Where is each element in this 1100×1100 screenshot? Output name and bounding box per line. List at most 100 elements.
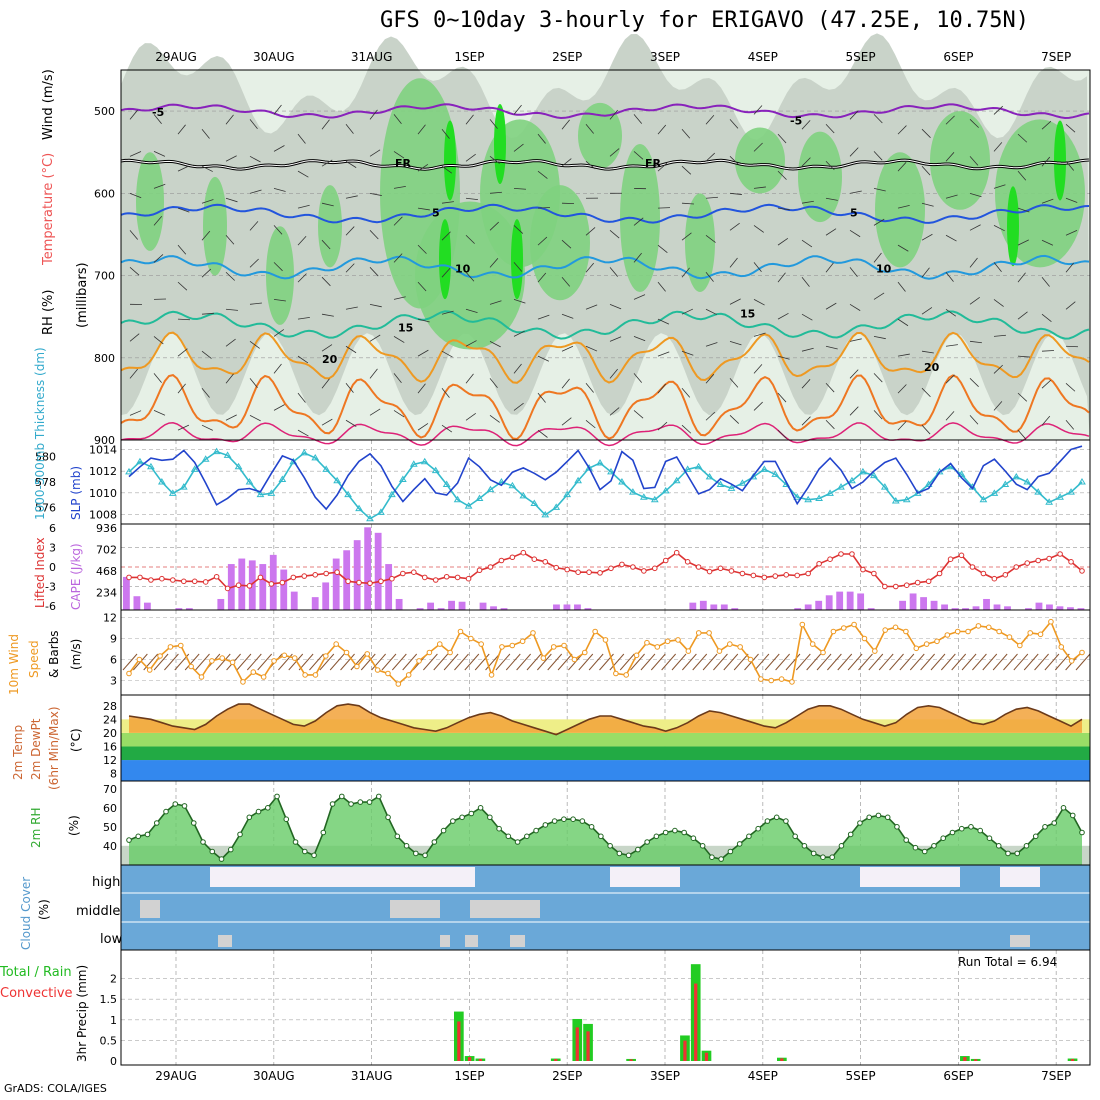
upper-wind-barb: [777, 133, 787, 144]
contour-label: 10: [455, 262, 471, 275]
rh2m-point: [662, 829, 669, 836]
upper-wind-barb: [1065, 230, 1078, 236]
wind10m-barb: [640, 653, 656, 671]
wind10m-barb: [775, 653, 790, 671]
date-label-top: 5SEP: [846, 50, 876, 64]
upper-wind-barb: [1041, 350, 1055, 352]
upper-wind-barb: [441, 268, 451, 278]
ylabel-temperature: Temperature (°C): [41, 153, 56, 266]
cape-bar: [710, 604, 718, 610]
lifted-index-point: [794, 572, 800, 579]
lifted-index-point: [717, 565, 724, 572]
cape-bar: [123, 576, 130, 610]
rh2m-point: [875, 812, 882, 819]
wind10m-speed-point: [385, 670, 391, 677]
upper-wind-barb: [609, 109, 618, 120]
upper-wind-barb: [945, 234, 957, 242]
upper-wind-barb: [537, 236, 548, 246]
upper-wind-barb: [609, 230, 620, 239]
isotherm-25: [120, 374, 1090, 441]
thickness-point: [738, 479, 747, 486]
rh2m-point: [801, 843, 808, 849]
wind10m-speed-point: [623, 672, 630, 678]
rh2m-point: [727, 848, 734, 855]
upper-wind-barb: [369, 149, 381, 157]
ylabel-precip-convective: Convective: [0, 986, 73, 1001]
rh2m-point: [1032, 833, 1039, 840]
rh2m-point: [607, 843, 613, 849]
wind10m-barb: [661, 653, 677, 671]
upper-wind-barb: [1065, 301, 1076, 310]
upper-wind-barb: [801, 157, 811, 167]
wind10m-barb: [350, 653, 366, 671]
upper-wind-barb: [489, 378, 498, 388]
upper-wind-barb: [345, 160, 357, 168]
upper-wind-barb: [777, 355, 790, 360]
rh2m-point: [838, 843, 845, 849]
wind10m-speed-point: [602, 637, 609, 643]
contour-label: 15: [398, 322, 413, 335]
cape-bar: [972, 606, 980, 610]
rh2m-point: [394, 833, 401, 840]
upper-wind-barb: [873, 151, 883, 161]
lifted-index-point: [684, 559, 691, 565]
upper-wind-barb: [177, 424, 190, 431]
rh2m-point: [144, 831, 151, 838]
wind10m-barb: [402, 653, 418, 671]
lifted-index-point: [969, 564, 976, 570]
upper-wind-barb: [537, 392, 546, 403]
cape-bar: [857, 593, 865, 610]
wind10m-barb: [371, 653, 386, 671]
lifted-index-point: [991, 575, 998, 582]
wind10m-speed-point: [488, 672, 495, 678]
upper-wind-barb: [201, 230, 211, 241]
upper-wind-barb: [657, 124, 667, 135]
wind10m-speed-point: [271, 658, 277, 664]
wind10m-speed-point: [695, 630, 702, 636]
upper-wind-barb: [129, 230, 139, 240]
upper-wind-barb: [1065, 161, 1075, 171]
upper-wind-barb: [921, 233, 933, 241]
upper-wind-barb: [369, 230, 379, 240]
upper-wind-barb: [177, 165, 190, 172]
wind10m-speed-point: [851, 621, 857, 628]
upper-wind-barb: [513, 402, 524, 411]
thickness-point: [212, 447, 221, 455]
ylabel-lifted-index: Lifted Index: [33, 537, 47, 608]
upper-wind-barb: [945, 194, 958, 199]
rh2m-point: [635, 846, 641, 853]
wind10m-speed-point: [1006, 634, 1013, 640]
precip-convective-bar: [554, 1059, 558, 1061]
upper-wind-barb: [873, 188, 886, 192]
date-label-bottom: 1SEP: [454, 1069, 484, 1083]
upper-wind-barb: [777, 312, 789, 320]
upper-wind-barb: [129, 368, 138, 379]
lifted-index-point: [334, 569, 340, 576]
upper-wind-barb: [633, 373, 643, 383]
cloud-low-cover: [1010, 935, 1030, 947]
rh-region: [930, 111, 990, 210]
slp-tick: 1010: [89, 487, 117, 500]
cape-bar: [825, 595, 833, 610]
precip-convective-bar: [694, 983, 698, 1061]
thickness-point: [530, 499, 539, 507]
wind10m-speed-point: [157, 653, 163, 659]
wind10m-barb: [433, 653, 449, 671]
wind10m-barb: [827, 653, 842, 671]
cape-bar: [416, 608, 424, 610]
upper-wind-barb: [465, 197, 478, 200]
upper-wind-barb: [825, 197, 838, 201]
date-label-top: 30AUG: [253, 50, 295, 64]
upper-wind-barb: [201, 424, 213, 431]
rh2m-point: [829, 854, 835, 861]
ylabel-temp2m: 2m Temp: [11, 725, 25, 780]
wind10m-speed-point: [436, 641, 443, 647]
upper-wind-barb: [681, 424, 692, 434]
upper-wind-barb: [201, 128, 210, 139]
upper-wind-barb: [777, 392, 787, 403]
upper-wind-barb: [153, 151, 166, 157]
upper-wind-barb: [729, 222, 740, 231]
upper-wind-barb: [1065, 420, 1075, 430]
ylabel-rh: RH (%): [41, 290, 56, 335]
upper-wind-barb: [249, 258, 259, 268]
